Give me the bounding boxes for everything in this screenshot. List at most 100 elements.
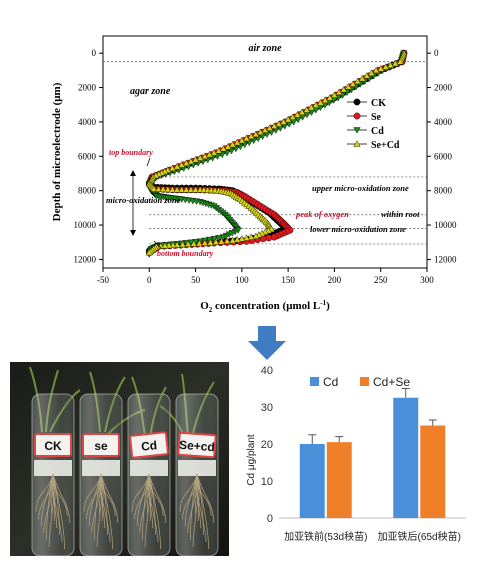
bar-category-label: 加亚铁前(53d秧苗)	[284, 530, 367, 543]
x-tick-label: 300	[420, 275, 434, 285]
x-tick-label: -50	[97, 275, 109, 285]
data-point	[169, 241, 177, 248]
y-axis-ticks-left: 0 2000 4000 6000 8000 10000 12000	[74, 48, 103, 264]
bar-y-axis-label: Cd μg/plant	[246, 434, 257, 486]
x-tick-label: 250	[374, 275, 388, 285]
legend-label: Se+Cd	[371, 140, 400, 151]
bars	[299, 388, 446, 518]
oxygen-profile-chart: -50 0 50 100 150 200 250 300 0 2000 4000 6000 8000 1…	[51, 35, 457, 314]
data-point	[270, 122, 278, 129]
y-tick-label-right: 12000	[434, 254, 457, 264]
bar-legend-swatch	[360, 377, 369, 386]
data-point	[266, 124, 274, 131]
data-point	[284, 115, 292, 123]
series-se-cd	[145, 49, 408, 256]
data-point	[372, 66, 380, 74]
test-tube: Cd	[127, 393, 171, 556]
data-point	[192, 186, 200, 193]
plot-frame	[102, 35, 428, 269]
y-tick-label-left: 4000	[78, 117, 97, 127]
data-point	[164, 185, 172, 193]
data-point	[289, 113, 297, 120]
data-point	[242, 134, 251, 142]
data-point	[252, 130, 260, 138]
bottom-boundary-label: bottom boundary	[157, 249, 214, 258]
data-point	[265, 234, 273, 242]
bar-y-tick-label: 10	[261, 476, 273, 488]
x-axis-label: O2 concentration (μmol L-1)	[200, 299, 330, 314]
air-zone-label: air zone	[248, 43, 282, 54]
data-point	[293, 111, 301, 118]
data-point	[261, 126, 269, 133]
data-point	[217, 237, 226, 245]
x-tick-label: 50	[191, 275, 201, 285]
data-point	[233, 236, 241, 243]
y-tick-label-left: 12000	[74, 254, 97, 264]
data-point	[187, 186, 195, 193]
seedling-tubes-photo: CK se Cd Se+cd	[10, 362, 229, 556]
data-point	[224, 143, 232, 150]
data-point	[321, 96, 329, 104]
data-point	[196, 154, 204, 161]
y-tick-label-left: 0	[92, 48, 97, 58]
y-tick-label-left: 10000	[74, 220, 97, 230]
data-point	[363, 72, 371, 79]
data-point	[192, 156, 200, 163]
data-point	[238, 136, 246, 144]
bar	[420, 425, 446, 518]
tube-label-text: Se+cd	[179, 438, 216, 454]
data-point	[349, 80, 357, 87]
data-point	[229, 236, 237, 244]
root-strand	[148, 473, 167, 524]
data-point	[353, 112, 361, 120]
data-point	[168, 164, 176, 172]
bar-x-axis-labels: 加亚铁前(53d秧苗) 加亚铁后(65d秧苗)	[284, 530, 461, 543]
data-point	[219, 145, 227, 152]
y-tick-label-right: 8000	[434, 186, 453, 196]
y-tick-label-left: 8000	[78, 186, 97, 196]
top-boundary-label: top boundary	[109, 148, 153, 157]
tube-label-text: se	[94, 439, 108, 453]
tube-foam-plug	[34, 460, 72, 476]
data-point	[187, 157, 195, 165]
data-point	[223, 150, 231, 157]
data-point	[182, 159, 190, 166]
tube-label-text: Cd	[140, 438, 157, 454]
x-tick-label: 150	[281, 275, 295, 285]
root-strand	[52, 473, 68, 517]
tube-label-tag	[129, 431, 169, 459]
y-axis-label: Depth of microelectrode (μm)	[51, 82, 63, 221]
y-tick-label-left: 2000	[78, 83, 97, 93]
root-strand	[196, 473, 212, 517]
data-point	[330, 91, 338, 98]
cd-uptake-bar-chart: 0 10 20 30 40 加亚铁前(53d秧苗) 加亚铁后(65d秧苗) Cd Cd+Se…	[246, 365, 466, 543]
data-point	[173, 186, 181, 193]
data-point	[201, 239, 209, 246]
data-point	[396, 58, 404, 65]
zone-span-arrow-head-bottom	[130, 230, 136, 236]
tube-label-text: CK	[44, 439, 62, 453]
data-point	[358, 75, 366, 82]
legend: CK Se Cd Se+Cd	[347, 98, 400, 151]
y-tick-label-right: 10000	[434, 220, 457, 230]
bar	[299, 444, 325, 518]
x-tick-label: 200	[328, 275, 342, 285]
root-strand	[100, 473, 116, 517]
data-point	[184, 240, 192, 247]
bar	[393, 397, 419, 518]
data-point	[247, 233, 255, 240]
tube-foam-plug	[82, 460, 120, 476]
bar-y-tick-label: 20	[261, 439, 273, 451]
y-axis-ticks-right: 0 2000 4000 6000 8000 10000 12000	[427, 48, 457, 264]
data-point	[233, 138, 241, 146]
data-point	[206, 238, 214, 246]
bar-legend-swatch	[310, 377, 319, 386]
tube-foam-plug	[178, 460, 216, 476]
data-point	[340, 86, 348, 93]
data-point	[168, 186, 176, 193]
y-tick-label-left: 6000	[78, 151, 97, 161]
y-tick-label-right: 6000	[434, 151, 453, 161]
data-point	[270, 233, 278, 241]
data-point	[215, 147, 223, 154]
legend-label: Cd	[371, 126, 384, 137]
